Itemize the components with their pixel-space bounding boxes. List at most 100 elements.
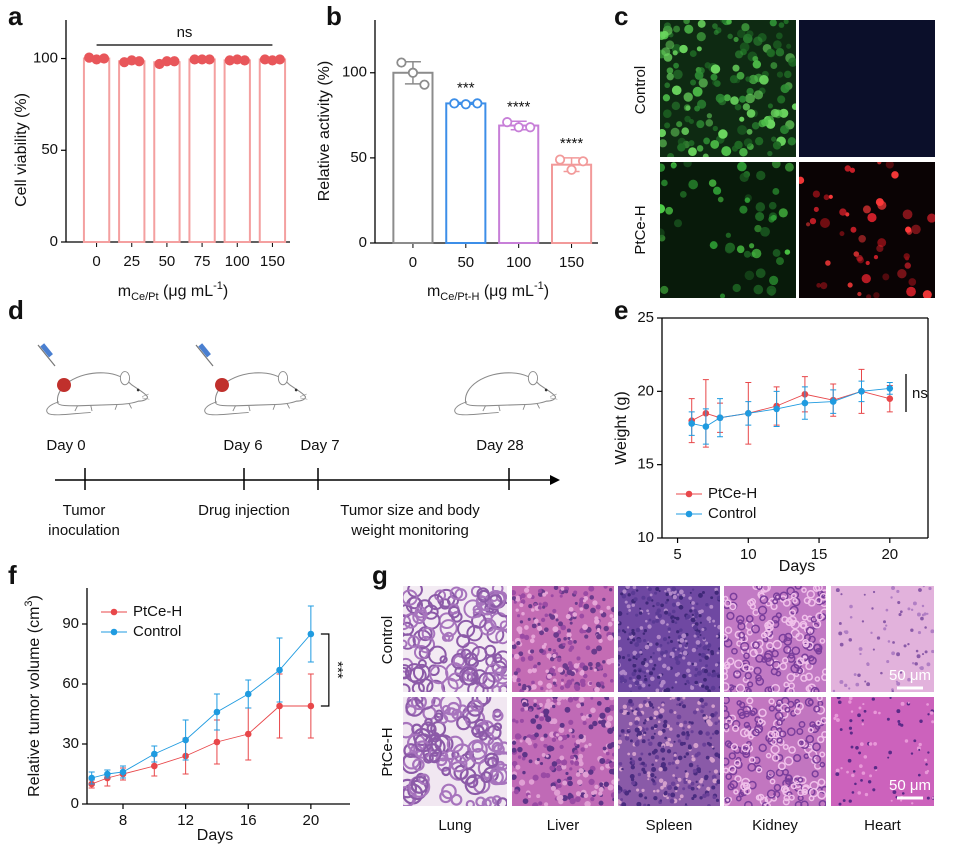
texture-spot bbox=[573, 640, 577, 644]
texture-spot bbox=[639, 607, 642, 610]
texture-spot bbox=[782, 768, 789, 776]
texture-spot bbox=[692, 768, 697, 773]
texture-spot bbox=[441, 633, 451, 642]
texture-spot bbox=[602, 660, 606, 664]
texture-spot bbox=[526, 586, 530, 589]
texture-spot bbox=[607, 727, 614, 735]
texture-spot bbox=[579, 670, 585, 676]
texture-spot bbox=[924, 770, 929, 775]
texture-spot bbox=[744, 270, 755, 281]
texture-spot bbox=[602, 597, 606, 602]
image-content bbox=[799, 162, 935, 298]
texture-spot bbox=[499, 667, 507, 680]
texture-spot bbox=[531, 667, 537, 673]
texture-spot bbox=[755, 766, 763, 773]
texture-spot bbox=[715, 93, 725, 103]
axis-label: Relative tumor volume (cm3) bbox=[23, 595, 43, 797]
texture-spot bbox=[647, 587, 652, 592]
texture-spot bbox=[594, 784, 599, 790]
texture-spot bbox=[643, 803, 647, 806]
texture-spot bbox=[690, 79, 697, 86]
texture-spot bbox=[724, 244, 734, 254]
texture-spot bbox=[536, 625, 543, 631]
texture-spot bbox=[861, 723, 865, 726]
texture-spot bbox=[690, 786, 695, 791]
texture-spot bbox=[694, 673, 698, 678]
texture-spot bbox=[660, 228, 665, 238]
texture-spot bbox=[537, 680, 543, 686]
texture-spot bbox=[516, 640, 521, 646]
texture-spot bbox=[708, 770, 711, 773]
texture-spot bbox=[926, 612, 929, 615]
texture-spot bbox=[669, 655, 673, 659]
texture-spot bbox=[491, 586, 504, 595]
texture-spot bbox=[620, 680, 624, 684]
texture-spot bbox=[538, 602, 542, 606]
texture-spot bbox=[796, 667, 804, 675]
texture-spot bbox=[515, 720, 519, 724]
image-tile bbox=[512, 586, 614, 692]
texture-spot bbox=[418, 773, 430, 786]
texture-spot bbox=[670, 127, 680, 137]
texture-spot bbox=[674, 648, 677, 651]
texture-spot bbox=[741, 743, 750, 753]
texture-spot bbox=[647, 774, 651, 778]
texture-spot bbox=[639, 626, 644, 630]
texture-spot bbox=[746, 87, 754, 96]
texture-spot bbox=[775, 730, 783, 738]
texture-spot bbox=[674, 673, 679, 677]
texture-spot bbox=[627, 752, 631, 756]
texture-spot bbox=[699, 633, 702, 637]
texture-spot bbox=[887, 640, 891, 643]
image-background bbox=[660, 162, 796, 298]
texture-spot bbox=[638, 793, 643, 798]
texture-spot bbox=[844, 165, 851, 172]
texture-spot bbox=[892, 790, 897, 795]
texture-spot bbox=[851, 773, 855, 778]
texture-spot bbox=[708, 716, 712, 719]
texture-spot bbox=[711, 704, 715, 708]
texture-spot bbox=[743, 138, 753, 147]
texture-spot bbox=[582, 771, 589, 778]
texture-spot bbox=[699, 621, 702, 624]
texture-spot bbox=[627, 653, 631, 658]
texture-spot bbox=[433, 712, 444, 722]
row-label: PtCe-H bbox=[379, 727, 396, 776]
texture-spot bbox=[707, 672, 712, 677]
texture-spot bbox=[771, 730, 780, 739]
texture-spot bbox=[724, 682, 730, 692]
texture-spot bbox=[679, 741, 685, 746]
texture-spot bbox=[632, 586, 637, 590]
texture-spot bbox=[754, 224, 762, 233]
texture-spot bbox=[588, 769, 594, 775]
texture-spot bbox=[607, 621, 613, 627]
texture-spot bbox=[512, 786, 515, 792]
texture-spot bbox=[730, 96, 739, 105]
texture-spot bbox=[582, 720, 587, 726]
texture-spot bbox=[693, 634, 697, 638]
texture-spot bbox=[623, 630, 627, 634]
texture-spot bbox=[660, 785, 664, 790]
texture-spot bbox=[739, 42, 750, 52]
texture-spot bbox=[896, 681, 901, 686]
texture-spot bbox=[911, 662, 915, 665]
data-point bbox=[449, 98, 460, 109]
texture-spot bbox=[735, 50, 744, 59]
texture-spot bbox=[669, 639, 673, 643]
texture-spot bbox=[653, 732, 656, 735]
texture-spot bbox=[584, 800, 591, 806]
texture-spot bbox=[556, 765, 562, 772]
texture-spot bbox=[655, 759, 658, 762]
texture-spot bbox=[782, 743, 789, 751]
texture-spot bbox=[673, 711, 677, 715]
texture-spot bbox=[770, 738, 777, 746]
x-tick-label: 50 bbox=[457, 254, 474, 271]
texture-spot bbox=[578, 767, 584, 774]
texture-spot bbox=[456, 634, 471, 649]
texture-spot bbox=[618, 762, 623, 766]
texture-spot bbox=[898, 613, 902, 617]
texture-spot bbox=[876, 244, 884, 253]
texture-spot bbox=[537, 605, 542, 610]
texture-spot bbox=[752, 641, 760, 650]
texture-spot bbox=[856, 254, 863, 262]
